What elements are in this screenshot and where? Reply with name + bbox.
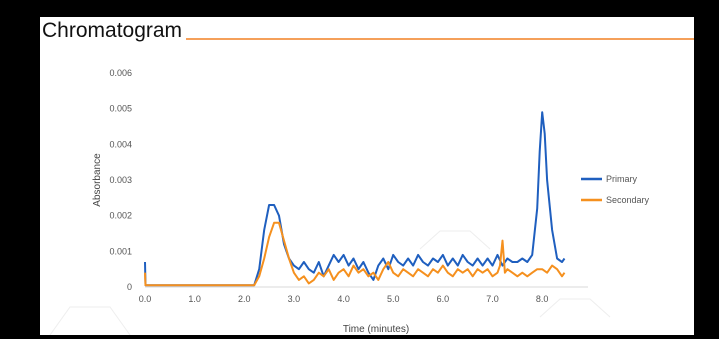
- y-tick-label: 0.003: [109, 175, 132, 185]
- background-decoration: [50, 231, 610, 335]
- y-tick-label: 0.004: [109, 139, 132, 149]
- x-tick-label: 8.0: [536, 294, 549, 304]
- legend: Primary Secondary: [581, 174, 650, 205]
- y-tick-label: 0.001: [109, 246, 132, 256]
- x-tick-label: 5.0: [387, 294, 400, 304]
- x-axis-label: Time (minutes): [343, 324, 409, 335]
- x-tick-label: 6.0: [437, 294, 450, 304]
- y-axis-label: Absorbance: [92, 153, 103, 207]
- x-tick-labels: 0.0 1.0 2.0 3.0 4.0 5.0 6.0 7.0 8.0: [139, 294, 549, 304]
- x-tick-label: 3.0: [288, 294, 301, 304]
- x-tick-label: 0.0: [139, 294, 152, 304]
- y-tick-label: 0.006: [109, 68, 132, 78]
- chart-panel: Chromatogram 0 0.001 0.002 0.003 0.004 0.005 0…: [40, 17, 694, 335]
- legend-label-primary: Primary: [606, 174, 637, 184]
- legend-label-secondary: Secondary: [606, 195, 650, 205]
- x-tick-label: 1.0: [188, 294, 201, 304]
- x-tick-label: 7.0: [486, 294, 499, 304]
- y-tick-label: 0: [127, 282, 132, 292]
- series-lines: [145, 112, 565, 285]
- x-tick-label: 4.0: [337, 294, 350, 304]
- chromatogram-chart: 0 0.001 0.002 0.003 0.004 0.005 0.006 0.0 1.0 2.…: [40, 17, 694, 335]
- y-tick-label: 0.005: [109, 104, 132, 114]
- series-line-secondary: [145, 223, 565, 285]
- y-tick-labels: 0 0.001 0.002 0.003 0.004 0.005 0.006: [109, 68, 132, 292]
- x-tick-label: 2.0: [238, 294, 251, 304]
- y-tick-label: 0.002: [109, 211, 132, 221]
